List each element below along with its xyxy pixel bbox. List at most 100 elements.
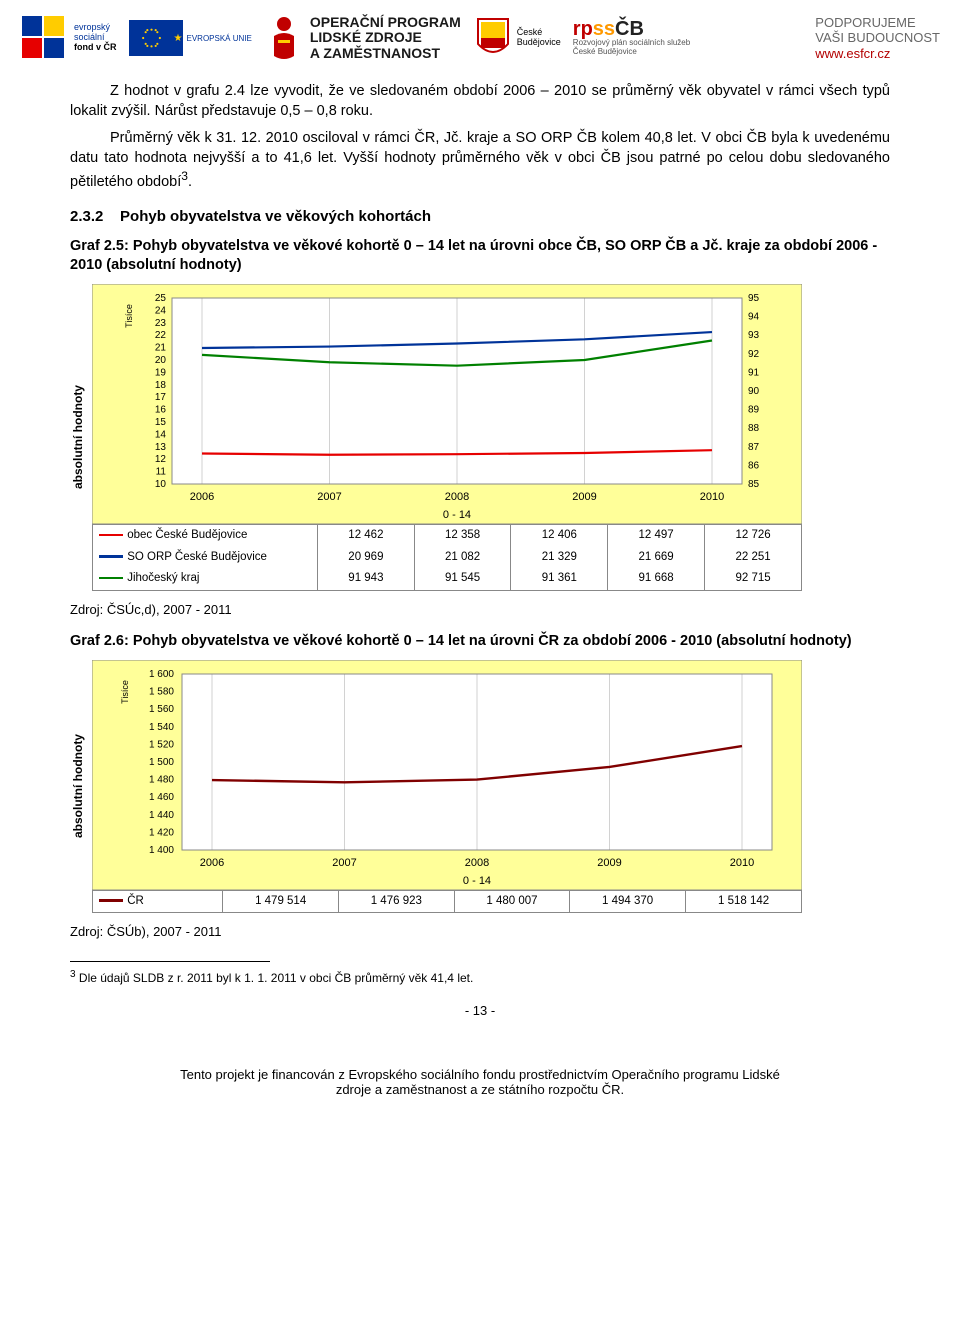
para2-a: Průměrný věk k 31. 12. 2010 osciloval v … — [70, 130, 890, 190]
svg-text:88: 88 — [748, 423, 760, 434]
graf26-title: Graf 2.6: Pohyb obyvatelstva ve věkové k… — [70, 632, 890, 652]
legend-row: Jihočeský kraj91 94391 54591 36191 66892… — [93, 568, 801, 590]
svg-text:1 420: 1 420 — [149, 827, 174, 838]
op-line2: LIDSKÉ ZDROJE — [310, 30, 461, 45]
svg-text:17: 17 — [155, 392, 167, 403]
svg-text:21: 21 — [155, 343, 167, 354]
svg-text:2007: 2007 — [317, 491, 341, 503]
chart2-ylabel: absolutní hodnoty — [70, 734, 86, 838]
para2-b: . — [188, 174, 192, 190]
svg-text:1 580: 1 580 — [149, 686, 174, 697]
svg-text:0 - 14: 0 - 14 — [463, 875, 491, 887]
footer-line2: zdroje a zaměstnanost a ze státního rozp… — [70, 1082, 890, 1097]
main-content: Z hodnot v grafu 2.4 lze vyvodit, že ve … — [0, 72, 960, 1049]
svg-text:2010: 2010 — [700, 491, 724, 503]
section-num: 2.3.2 — [70, 208, 103, 225]
op-line3: A ZAMĚSTNANOST — [310, 46, 461, 61]
cb-shield-icon — [473, 14, 513, 62]
eu-logo: EVROPSKÁ UNIE — [129, 20, 252, 56]
op-person-icon — [264, 14, 304, 62]
svg-text:13: 13 — [155, 442, 167, 453]
legend-row: SO ORP České Budějovice20 96921 08221 32… — [93, 547, 801, 569]
svg-text:90: 90 — [748, 386, 760, 397]
svg-text:2007: 2007 — [332, 857, 356, 869]
chart2-legend-table: ČR1 479 5141 476 9231 480 0071 494 3701 … — [92, 890, 802, 914]
graf25-title: Graf 2.5: Pohyb obyvatelstva ve věkové k… — [70, 237, 890, 276]
svg-text:92: 92 — [748, 349, 760, 360]
svg-text:18: 18 — [155, 380, 167, 391]
svg-text:0 - 14: 0 - 14 — [443, 509, 471, 521]
svg-text:15: 15 — [155, 417, 167, 428]
esf-line3: fond v ČR — [74, 42, 117, 52]
svg-text:87: 87 — [748, 442, 760, 453]
esf-logo: evropský sociální fond v ČR — [20, 14, 117, 62]
footer-line1: Tento projekt je financován z Evropského… — [70, 1067, 890, 1082]
svg-text:20: 20 — [155, 355, 167, 366]
esf-text: evropský sociální fond v ČR — [74, 23, 117, 53]
chart1-ylabel: absolutní hodnoty — [70, 385, 86, 489]
source-2: Zdroj: ČSÚb), 2007 - 2011 — [70, 923, 890, 941]
op-text: OPERAČNÍ PROGRAM LIDSKÉ ZDROJE A ZAMĚSTN… — [310, 15, 461, 61]
support-url: www.esfcr.cz — [815, 46, 940, 62]
footnote-body: Dle údajů SLDB z r. 2011 byl k 1. 1. 201… — [76, 971, 474, 985]
footnote-rule — [70, 961, 270, 966]
svg-text:1 540: 1 540 — [149, 721, 174, 732]
svg-text:19: 19 — [155, 367, 167, 378]
section-heading: 2.3.2 Pohyb obyvatelstva ve věkových koh… — [70, 207, 890, 227]
svg-text:1 440: 1 440 — [149, 809, 174, 820]
cb-logo: České Budějovice — [473, 14, 561, 62]
svg-text:94: 94 — [748, 312, 760, 323]
svg-text:25: 25 — [155, 293, 167, 304]
legend-row: obec České Budějovice12 46212 35812 4061… — [93, 525, 801, 547]
cb-text: České Budějovice — [517, 28, 561, 48]
svg-text:2008: 2008 — [465, 857, 489, 869]
page-footer: Tento projekt je financován z Evropského… — [0, 1067, 960, 1117]
rpss-logo: rpssČB Rozvojový plán sociálních služeb … — [573, 19, 690, 57]
svg-text:24: 24 — [155, 305, 167, 316]
header-banner: evropský sociální fond v ČR EVROPSKÁ UNI… — [0, 0, 960, 72]
chart-2-6: absolutní hodnoty 1 6001 5801 5601 5401 … — [70, 660, 890, 914]
svg-text:2006: 2006 — [190, 491, 214, 503]
legend-row: ČR1 479 5141 476 9231 480 0071 494 3701 … — [93, 891, 801, 913]
svg-text:85: 85 — [748, 479, 760, 490]
svg-text:22: 22 — [155, 330, 167, 341]
op-line1: OPERAČNÍ PROGRAM — [310, 15, 461, 30]
section-title: Pohyb obyvatelstva ve věkových kohortách — [120, 208, 431, 225]
support-line1: PODPORUJEME — [815, 15, 940, 31]
chart2-plot: 1 600 1 580 1 560 1 540 1 520 1 500 1 480 1 460… — [92, 660, 890, 890]
svg-text:1 600: 1 600 — [149, 669, 174, 680]
svg-text:Tisíce: Tisíce — [124, 304, 134, 328]
svg-text:91: 91 — [748, 367, 760, 378]
footnote-text: 3 Dle údajů SLDB z r. 2011 byl k 1. 1. 2… — [70, 968, 890, 986]
svg-text:1 480: 1 480 — [149, 774, 174, 785]
eu-flag-icon — [129, 20, 183, 56]
svg-text:2009: 2009 — [572, 491, 596, 503]
svg-text:95: 95 — [748, 293, 760, 304]
support-text: PODPORUJEME VAŠI BUDOUCNOST www.esfcr.cz — [815, 15, 940, 62]
svg-text:93: 93 — [748, 330, 760, 341]
rpss-line2: České Budějovice — [573, 48, 690, 57]
svg-text:2010: 2010 — [730, 857, 754, 869]
svg-text:1 460: 1 460 — [149, 792, 174, 803]
svg-text:1 560: 1 560 — [149, 704, 174, 715]
svg-text:12: 12 — [155, 454, 167, 465]
op-logo: OPERAČNÍ PROGRAM LIDSKÉ ZDROJE A ZAMĚSTN… — [264, 14, 461, 62]
svg-text:Tisíce: Tisíce — [120, 680, 130, 704]
svg-text:16: 16 — [155, 405, 167, 416]
svg-text:1 520: 1 520 — [149, 739, 174, 750]
chart1-plot: 2524 2322 212019 1817 161514 1312 1110 95 94 93 92… — [92, 284, 890, 524]
svg-text:1 400: 1 400 — [149, 845, 174, 856]
chart-2-5: absolutní hodnoty 2524 2322 212019 1817 1615… — [70, 284, 890, 591]
svg-text:14: 14 — [155, 429, 167, 440]
esf-icon — [20, 14, 68, 62]
eu-label: EVROPSKÁ UNIE — [187, 34, 252, 43]
svg-text:1 500: 1 500 — [149, 757, 174, 768]
cb-line2: Budějovice — [517, 38, 561, 48]
svg-text:11: 11 — [156, 467, 167, 478]
paragraph-2: Průměrný věk k 31. 12. 2010 osciloval v … — [70, 129, 890, 193]
paragraph-1: Z hodnot v grafu 2.4 lze vyvodit, že ve … — [70, 82, 890, 121]
svg-text:23: 23 — [155, 318, 167, 329]
support-line2: VAŠI BUDOUCNOST — [815, 30, 940, 46]
page-number: - 13 - — [70, 1002, 890, 1020]
svg-text:10: 10 — [155, 479, 167, 490]
